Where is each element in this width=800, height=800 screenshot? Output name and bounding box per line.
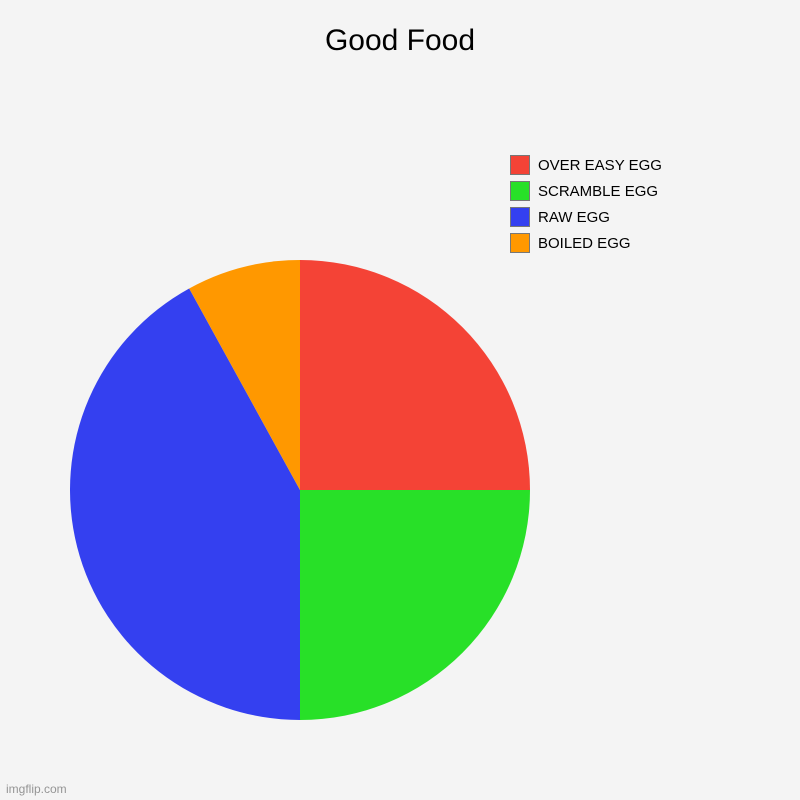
legend-item: SCRAMBLE EGG bbox=[510, 181, 662, 201]
legend-label: OVER EASY EGG bbox=[538, 157, 662, 174]
legend-label: SCRAMBLE EGG bbox=[538, 183, 658, 200]
pie-chart bbox=[70, 260, 530, 720]
chart-canvas: Good Food OVER EASY EGG SCRAMBLE EGG RAW E… bbox=[0, 0, 800, 800]
legend-label: BOILED EGG bbox=[538, 235, 631, 252]
legend-item: RAW EGG bbox=[510, 207, 662, 227]
pie-slice-scramble_egg bbox=[300, 490, 530, 720]
legend: OVER EASY EGG SCRAMBLE EGG RAW EGG BOILED E… bbox=[510, 155, 662, 259]
watermark: imgflip.com bbox=[6, 782, 67, 796]
legend-label: RAW EGG bbox=[538, 209, 610, 226]
chart-title: Good Food bbox=[0, 24, 800, 58]
legend-item: BOILED EGG bbox=[510, 233, 662, 253]
legend-swatch bbox=[510, 155, 530, 175]
legend-swatch bbox=[510, 233, 530, 253]
legend-swatch bbox=[510, 207, 530, 227]
legend-item: OVER EASY EGG bbox=[510, 155, 662, 175]
legend-swatch bbox=[510, 181, 530, 201]
pie-slice-over_easy_egg bbox=[300, 260, 530, 490]
pie-svg bbox=[70, 260, 530, 720]
